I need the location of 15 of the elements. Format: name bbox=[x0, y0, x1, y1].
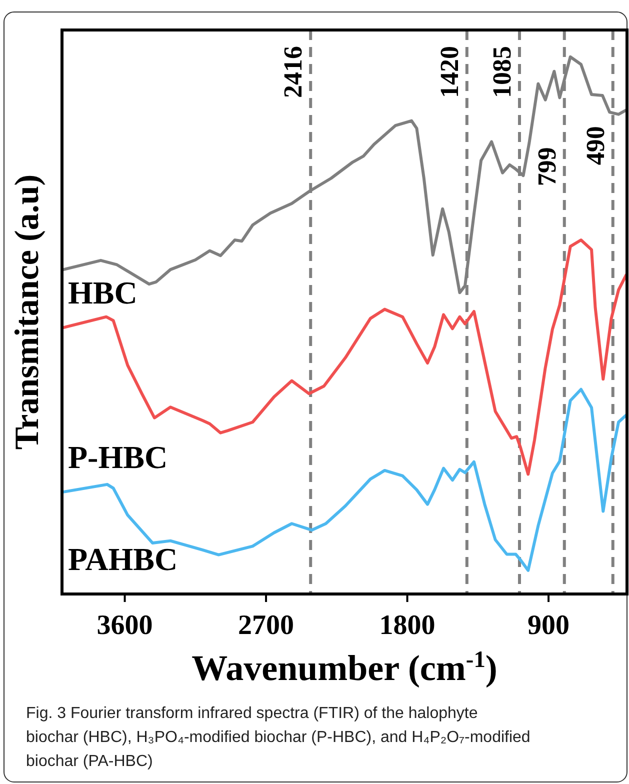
x-tick-label: 3600 bbox=[96, 610, 153, 641]
series-label: PAHBC bbox=[68, 541, 178, 577]
x-tick-label: 900 bbox=[528, 610, 570, 641]
y-axis-title: Transmitance (a.u) bbox=[9, 174, 46, 450]
series-label: P-HBC bbox=[68, 438, 168, 475]
ref-line-label: 1085 bbox=[487, 46, 516, 98]
ref-line-label: 799 bbox=[532, 147, 562, 186]
x-tick-label: 2700 bbox=[238, 610, 294, 641]
ref-line-label: 490 bbox=[580, 126, 610, 166]
ref-line-label: 2416 bbox=[278, 46, 308, 98]
x-axis-title: Wavenumber (cm$^{-1}$) bbox=[192, 647, 498, 688]
caption: Fig. 3 Fourier transform infrared spectra (FTIR) of the halophyte biochar (HBC), H₃PO₄-modified biochar (P-HBC), and H₄P₂O₇-modified biochar (PA-HBC) bbox=[26, 705, 530, 770]
series-label: HBC bbox=[68, 274, 138, 311]
ref-line-label: 1420 bbox=[434, 46, 464, 98]
x-tick-label: 1800 bbox=[379, 610, 436, 641]
